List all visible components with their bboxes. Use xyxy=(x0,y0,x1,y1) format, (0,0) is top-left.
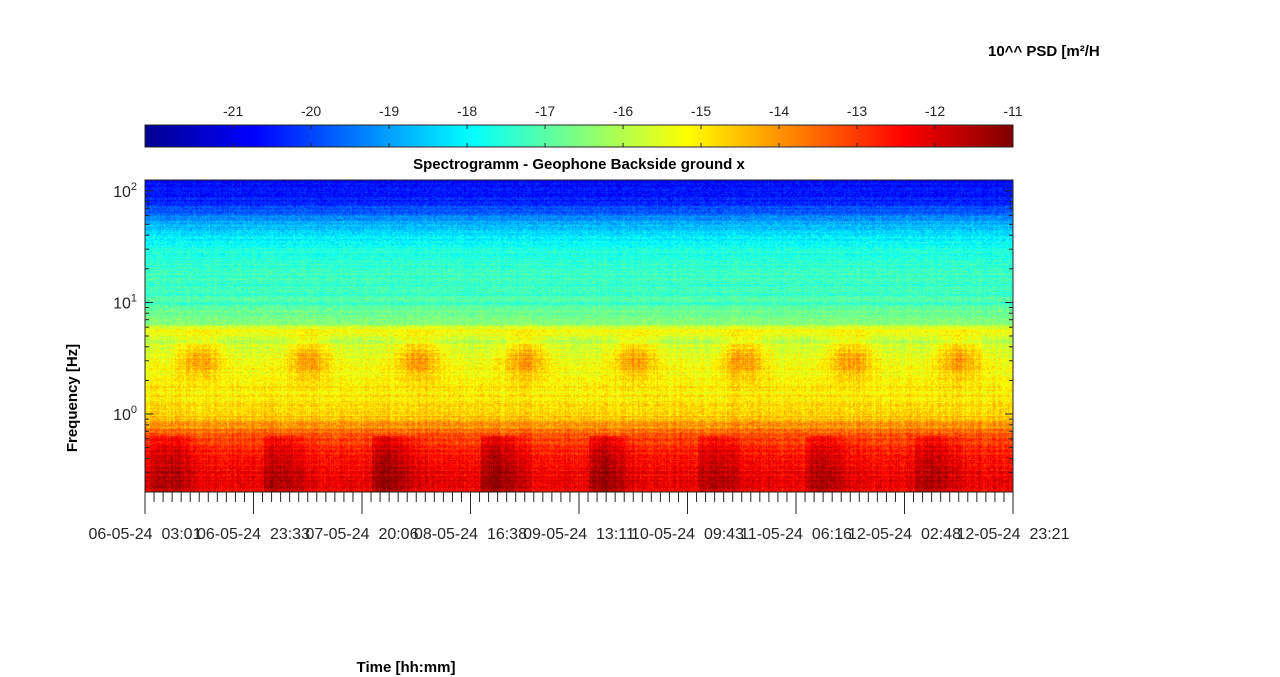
y-tick-base: 10 xyxy=(113,407,131,424)
x-axis-label: Time [hh:mm] xyxy=(357,659,456,676)
colorbar-tick-label: -15 xyxy=(691,103,711,119)
y-tick-label: 100 xyxy=(113,404,137,424)
x-tick-label: 09-05-24 13:11 xyxy=(523,526,635,543)
x-tick-label: 10-05-24 09:43 xyxy=(631,526,744,543)
y-axis-label: Frequency [Hz] xyxy=(64,344,81,452)
colorbar-title: 10^^ PSD [m²/H xyxy=(988,43,1100,60)
y-tick-exponent: 1 xyxy=(131,292,137,304)
y-tick-label: 102 xyxy=(113,181,137,201)
colorbar-tick-label: -11 xyxy=(1003,103,1022,119)
colorbar-ticks: -21 -20 -19 -18 -17 -16 -15 -14 -13 -12 -11 xyxy=(223,103,1023,147)
x-tick-label: 06-05-24 23:33 xyxy=(197,526,310,543)
colorbar-tick-label: -17 xyxy=(535,103,555,119)
x-tick-label: 06-05-24 03:01 xyxy=(89,526,202,543)
colorbar xyxy=(144,124,1014,148)
colorbar-tick-label: -16 xyxy=(613,103,633,119)
colorbar-tick-label: -12 xyxy=(925,103,945,119)
spectrogram-heatmap xyxy=(145,180,1013,492)
colorbar-tick-label: -20 xyxy=(301,103,321,119)
x-tick-label: 08-05-24 16:38 xyxy=(414,526,527,543)
colorbar-tick-label: -14 xyxy=(769,103,789,119)
y-tick-label: 101 xyxy=(113,292,137,312)
y-tick-exponent: 2 xyxy=(131,181,137,193)
colorbar-tick-label: -19 xyxy=(379,103,399,119)
x-tick-label: 12-05-24 02:48 xyxy=(848,526,961,543)
y-tick-base: 10 xyxy=(113,295,131,312)
x-tick-label: 12-05-24 23:21 xyxy=(957,526,1070,543)
x-tick-label: 07-05-24 20:06 xyxy=(306,526,419,543)
colorbar-tick-label: -21 xyxy=(223,103,243,119)
y-tick-exponent: 0 xyxy=(131,404,137,416)
x-tick-label: 11-05-24 06:16 xyxy=(740,526,852,543)
chart-title: Spectrogramm - Geophone Backside ground … xyxy=(413,156,745,173)
y-tick-base: 10 xyxy=(113,184,131,201)
spectrogram-area xyxy=(145,180,1013,492)
colorbar-tick-label: -18 xyxy=(457,103,477,119)
colorbar-tick-label: -13 xyxy=(847,103,867,119)
